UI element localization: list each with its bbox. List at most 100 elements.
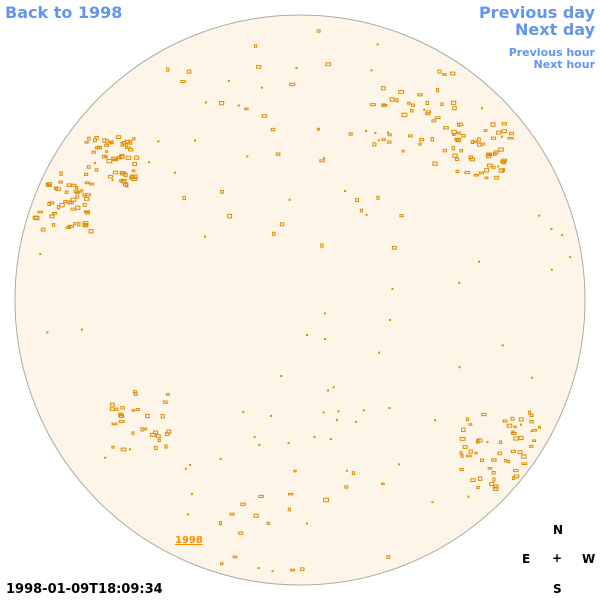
speckle <box>51 223 56 227</box>
speckle <box>456 131 462 135</box>
speckle <box>106 158 113 164</box>
speckle <box>111 156 117 161</box>
speckle <box>157 140 160 143</box>
speckle <box>501 344 504 347</box>
speckle <box>40 227 46 232</box>
speckle <box>537 425 541 429</box>
speckle <box>401 149 405 153</box>
speckle <box>493 150 499 155</box>
speckle <box>287 442 290 445</box>
speckle <box>344 190 347 193</box>
speckle <box>485 154 492 159</box>
speckle <box>479 458 484 463</box>
speckle <box>187 513 190 516</box>
speckle <box>398 463 401 466</box>
speckle <box>190 493 193 496</box>
speckle <box>462 445 468 449</box>
speckle <box>374 131 377 134</box>
speckle <box>491 470 496 475</box>
speckle <box>480 107 483 110</box>
speckle <box>327 389 330 392</box>
speckle <box>466 417 470 422</box>
speckle <box>365 213 368 216</box>
speckle <box>468 449 473 454</box>
back-link[interactable]: Back to 1998 <box>5 3 123 22</box>
next-day-link[interactable]: Next day <box>515 20 595 39</box>
speckle <box>63 200 68 203</box>
speckle <box>293 469 297 473</box>
speckle <box>381 482 385 486</box>
speckle <box>120 179 127 183</box>
speckle <box>459 436 466 441</box>
speckle <box>507 459 511 464</box>
speckle <box>431 501 434 504</box>
speckle <box>469 157 476 162</box>
speckle <box>123 182 129 187</box>
speckle <box>266 521 270 525</box>
speckle <box>313 436 316 439</box>
speckle <box>492 486 499 491</box>
speckle <box>498 168 504 173</box>
speckle <box>506 423 513 428</box>
speckle <box>407 134 413 138</box>
compass-south: S <box>553 582 562 596</box>
speckle <box>479 171 485 175</box>
speckle <box>253 436 256 439</box>
speckle <box>238 531 244 535</box>
previous-day-link[interactable]: Previous day <box>478 3 595 22</box>
speckle <box>487 467 493 470</box>
speckle <box>454 157 460 161</box>
speckle <box>120 406 125 410</box>
speckle <box>153 445 158 451</box>
speckle <box>184 467 187 470</box>
speckle <box>434 116 441 120</box>
speckle <box>329 438 332 441</box>
speckle <box>530 376 533 379</box>
speckle <box>425 100 430 106</box>
speckle <box>468 423 473 426</box>
speckle <box>114 407 119 411</box>
speckle <box>387 133 392 137</box>
speckle <box>119 171 125 174</box>
speckle <box>461 134 466 138</box>
speckle <box>300 567 305 572</box>
speckle <box>227 213 233 219</box>
speckle <box>502 419 508 423</box>
speckle <box>163 400 168 404</box>
compass-north: N <box>553 523 564 537</box>
speckle <box>174 171 177 174</box>
compass-east: E <box>522 552 531 566</box>
speckle <box>94 162 97 165</box>
speckle <box>455 138 460 142</box>
speckle <box>486 441 489 444</box>
speckle <box>391 245 397 250</box>
speckle <box>203 235 206 238</box>
compass-center: + <box>552 551 563 565</box>
speckle <box>109 402 115 407</box>
speckle <box>94 168 99 172</box>
next-hour-link[interactable]: Next hour <box>533 58 596 71</box>
speckle <box>377 139 380 142</box>
speckle <box>417 93 423 97</box>
timestamp: 1998-01-09T18:09:34 <box>6 582 163 597</box>
speckle <box>569 256 572 259</box>
speckle <box>254 44 258 48</box>
speckle <box>510 449 517 453</box>
speckle <box>460 454 464 458</box>
speckle <box>246 155 249 158</box>
year-link[interactable]: 1998 <box>175 535 203 546</box>
speckle <box>244 107 249 111</box>
previous-hour-link[interactable]: Previous hour <box>508 46 595 59</box>
speckle <box>496 130 502 135</box>
speckle <box>280 375 283 378</box>
speckle <box>491 458 497 462</box>
speckle <box>166 429 172 434</box>
speckle <box>521 462 528 465</box>
speckle <box>131 169 136 173</box>
speckle <box>46 183 52 188</box>
speckle <box>74 191 81 194</box>
speckle <box>484 176 489 180</box>
speckle <box>104 143 110 147</box>
speckle <box>459 468 464 471</box>
